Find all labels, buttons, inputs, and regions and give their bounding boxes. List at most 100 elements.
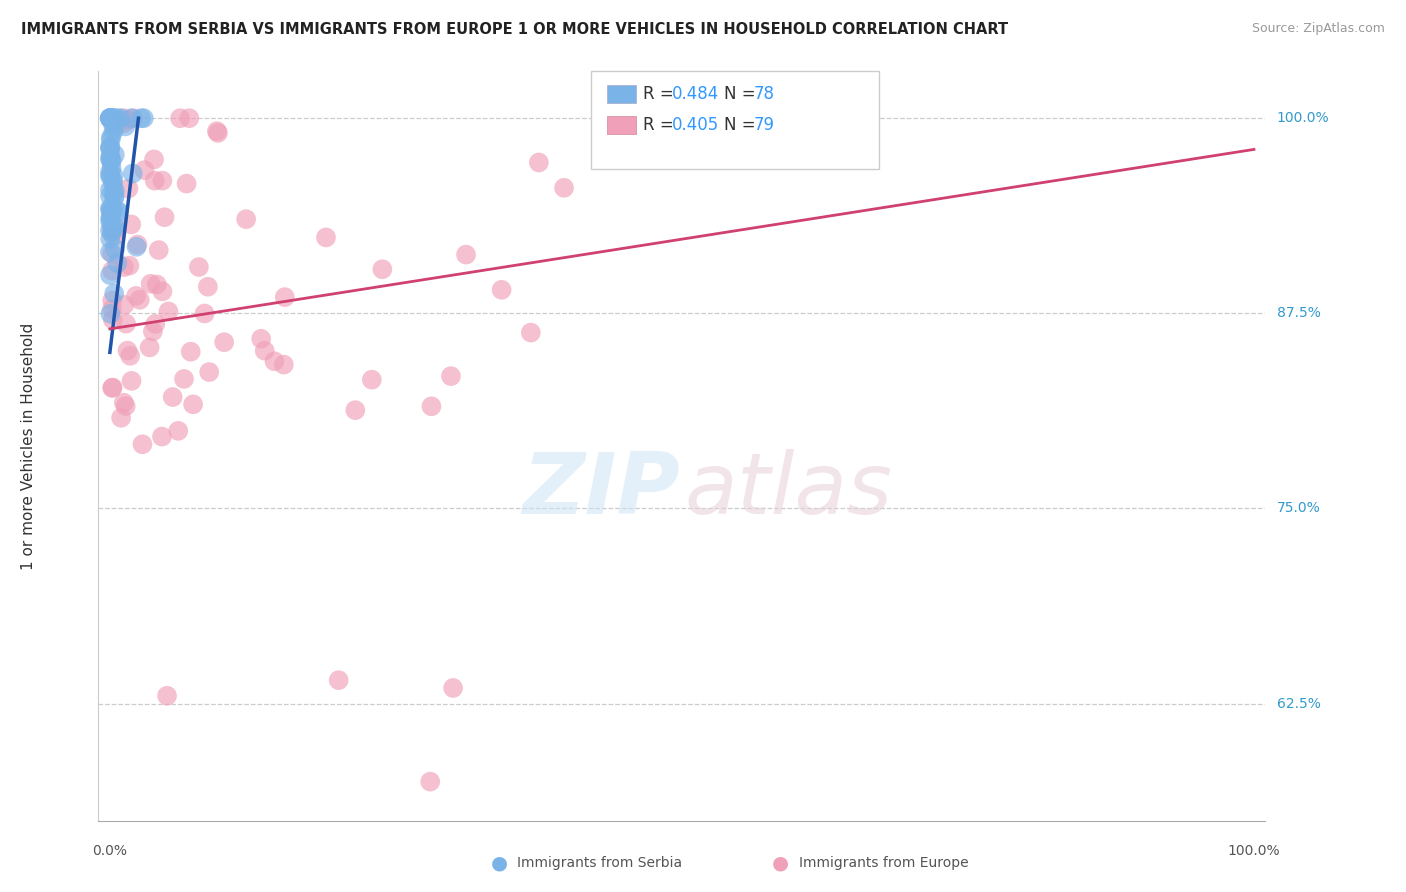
Text: 78: 78 [754,85,775,103]
Point [132,111,155,125]
Point [138,340,160,354]
Point [98,111,121,125]
Point [371,262,394,277]
Point [250,332,273,346]
Point [104,219,127,234]
Point [101,301,124,316]
Point [181,397,204,411]
Point [122,111,145,125]
Point [167,424,190,438]
Point [103,286,125,301]
Point [98,153,121,167]
Text: ZIP: ZIP [522,450,679,533]
Point [173,372,195,386]
Point [491,283,513,297]
Point [104,184,127,198]
Point [197,279,219,293]
Point [98,111,121,125]
Point [150,429,173,443]
Point [274,290,297,304]
Point [98,189,121,203]
Point [125,289,148,303]
Text: 79: 79 [754,116,775,134]
Point [520,326,543,340]
Text: Immigrants from Serbia: Immigrants from Serbia [517,856,682,871]
Point [150,173,173,188]
Point [101,246,124,260]
Text: 87.5%: 87.5% [1277,306,1320,320]
Text: R =: R = [643,85,679,103]
Point [101,380,124,394]
Point [121,167,143,181]
Point [117,181,139,195]
Point [198,365,221,379]
Point [121,374,143,388]
Point [101,202,124,217]
Point [134,163,156,178]
Point [100,111,122,125]
Point [454,247,477,261]
Point [235,212,257,227]
Point [103,124,125,138]
Point [127,237,149,252]
Point [100,212,122,227]
Point [103,229,125,244]
Point [344,403,367,417]
Point [104,189,127,203]
Point [101,174,124,188]
Point [98,111,121,125]
Point [98,111,121,125]
Point [121,111,143,125]
Point [100,149,122,163]
Text: ●: ● [772,854,789,873]
Point [103,219,125,234]
Point [114,120,136,134]
Point [112,116,135,130]
Point [98,140,121,154]
Point [101,313,124,327]
Point [148,243,170,257]
Point [105,203,128,218]
Point [101,177,124,191]
Point [176,177,198,191]
Point [100,161,122,176]
Point [315,230,337,244]
Point [103,111,125,125]
Point [104,120,127,135]
Point [440,369,463,384]
Point [103,169,125,183]
Point [98,141,121,155]
Point [205,124,228,138]
Point [143,317,166,331]
Point [100,226,122,240]
Point [253,343,276,358]
Point [153,211,176,225]
Point [98,202,121,217]
Text: Source: ZipAtlas.com: Source: ZipAtlas.com [1251,22,1385,36]
Point [98,111,121,125]
Point [131,437,153,451]
Point [156,689,179,703]
Point [104,242,127,256]
Point [120,349,142,363]
Text: N =: N = [724,116,761,134]
Point [100,111,122,125]
Point [98,223,121,237]
Point [98,201,121,215]
Point [360,373,382,387]
Text: 75.0%: 75.0% [1277,501,1320,516]
Point [104,147,127,161]
Point [117,343,139,358]
Point [101,111,124,125]
Text: 0.484: 0.484 [672,85,720,103]
Point [100,130,122,145]
Point [273,358,295,372]
Point [100,169,122,183]
Point [103,186,125,200]
Point [157,304,180,318]
Text: 0.405: 0.405 [672,116,720,134]
Point [128,293,150,307]
Point [420,400,443,414]
Point [98,232,121,246]
Text: 100.0%: 100.0% [1227,844,1281,858]
